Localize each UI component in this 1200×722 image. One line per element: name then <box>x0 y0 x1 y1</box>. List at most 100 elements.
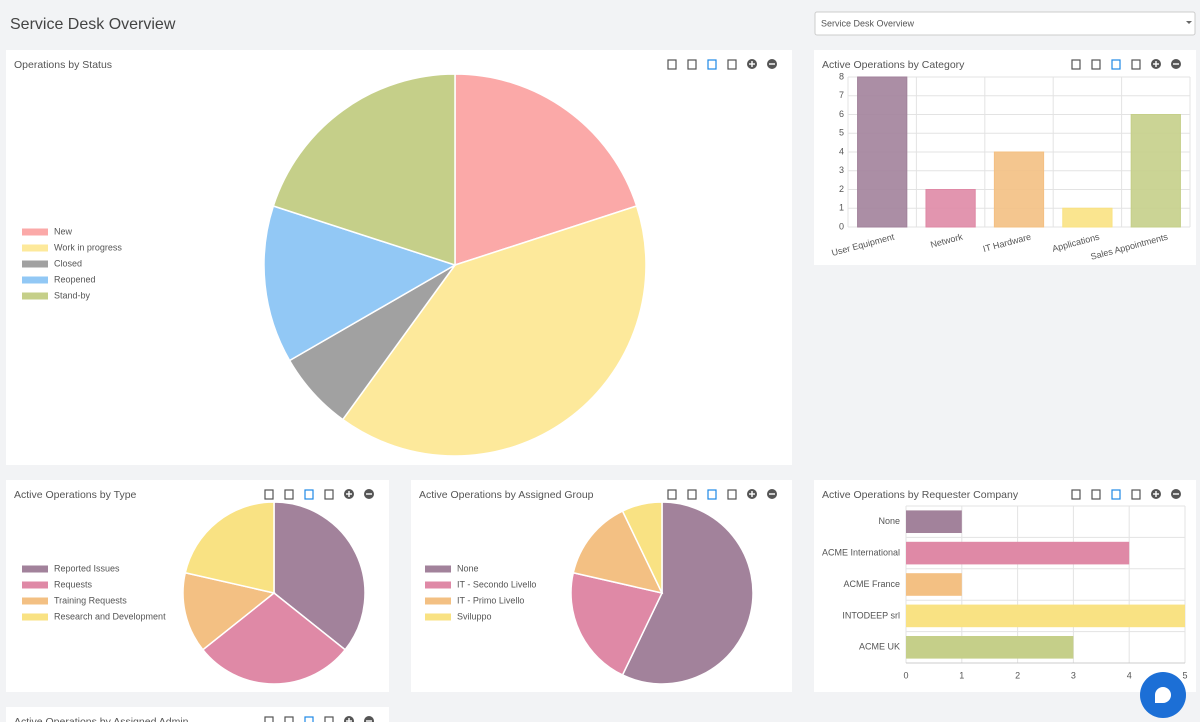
copy-icon[interactable] <box>1131 489 1141 500</box>
legend-swatch <box>425 597 451 605</box>
y-tick-label: 3 <box>839 165 844 175</box>
legend-label: Training Requests <box>54 595 127 605</box>
x-tick-label: 2 <box>1015 670 1020 680</box>
edit-icon[interactable] <box>304 489 314 500</box>
legend-label: Research and Development <box>54 611 166 621</box>
legend-label: Reported Issues <box>54 563 120 573</box>
edit-icon[interactable] <box>1111 59 1121 70</box>
copy-icon[interactable] <box>727 489 737 500</box>
legend-swatch <box>425 565 451 573</box>
widget-title: Active Operations by Assigned Admin <box>14 716 189 722</box>
legend-swatch <box>22 276 48 284</box>
expand-icon[interactable] <box>667 489 677 500</box>
legend-label: Requests <box>54 579 93 589</box>
expand-icon[interactable] <box>1071 59 1081 70</box>
edit-icon[interactable] <box>707 59 717 70</box>
pie-slice <box>184 501 275 594</box>
delete-icon[interactable] <box>284 489 294 500</box>
expand-icon[interactable] <box>264 489 274 500</box>
bar <box>857 76 908 228</box>
legend-label: Reopened <box>54 274 96 284</box>
y-tick-label: 7 <box>839 90 844 100</box>
delete-icon[interactable] <box>1091 489 1101 500</box>
pie-slice <box>341 205 647 457</box>
y-tick-label: ACME France <box>843 579 900 589</box>
pie-slice <box>273 501 366 651</box>
bar <box>993 151 1045 228</box>
legend-swatch <box>22 292 48 300</box>
widget-title: Operations by Status <box>14 59 112 71</box>
y-tick-label: 0 <box>839 221 844 231</box>
x-tick-label: 5 <box>1182 670 1187 680</box>
legend-label: Work in progress <box>54 242 122 252</box>
legend-label: New <box>54 226 73 236</box>
x-tick-label: 4 <box>1127 670 1132 680</box>
edit-icon[interactable] <box>707 489 717 500</box>
y-tick-label: ACME UK <box>859 642 900 652</box>
y-tick-label: 8 <box>839 71 844 81</box>
legend-label: Stand-by <box>54 290 91 300</box>
bar <box>906 510 962 534</box>
x-tick-label: 1 <box>959 670 964 680</box>
expand-icon[interactable] <box>1071 489 1081 500</box>
x-tick-label: 3 <box>1071 670 1076 680</box>
delete-icon[interactable] <box>687 59 697 70</box>
pie-slice <box>272 73 456 267</box>
y-tick-label: ACME International <box>822 547 900 557</box>
bar <box>906 635 1074 659</box>
x-tick-label: 0 <box>903 670 908 680</box>
expand-icon[interactable] <box>667 59 677 70</box>
bar <box>906 573 962 596</box>
legend-label: IT - Secondo Livello <box>457 579 536 589</box>
selector-text: Service Desk Overview <box>821 18 915 28</box>
legend-swatch <box>22 244 48 252</box>
edit-icon[interactable] <box>1111 489 1121 500</box>
legend-swatch <box>22 565 48 573</box>
delete-icon[interactable] <box>1091 59 1101 70</box>
widget-title: Active Operations by Type <box>14 489 137 501</box>
y-tick-label: INTODEEP srl <box>842 610 900 620</box>
legend-swatch <box>425 613 451 621</box>
legend-label: Closed <box>54 258 82 268</box>
widget-title: Active Operations by Category <box>822 59 965 71</box>
pie-slice <box>621 501 663 594</box>
bar <box>925 189 976 228</box>
y-tick-label: 5 <box>839 128 844 138</box>
page-title: Service Desk Overview <box>10 16 176 33</box>
delete-icon[interactable] <box>687 489 697 500</box>
y-tick-label: 6 <box>839 109 844 119</box>
legend-swatch <box>22 613 48 621</box>
pie-slice <box>621 501 754 685</box>
legend-swatch <box>22 581 48 589</box>
legend-label: Sviluppo <box>457 611 492 621</box>
y-tick-label: 1 <box>839 203 844 213</box>
bar <box>1062 207 1113 228</box>
copy-icon[interactable] <box>727 59 737 70</box>
legend-swatch <box>22 260 48 268</box>
legend-label: None <box>457 563 479 573</box>
copy-icon[interactable] <box>324 489 334 500</box>
bar <box>1130 114 1181 228</box>
bar <box>906 604 1185 628</box>
y-tick-label: 2 <box>839 184 844 194</box>
legend-label: IT - Primo Livello <box>457 595 524 605</box>
legend-swatch <box>22 597 48 605</box>
dashboard-selector[interactable]: Service Desk Overview <box>814 11 1196 36</box>
pie-slice <box>182 571 276 651</box>
copy-icon[interactable] <box>1131 59 1141 70</box>
y-tick-label: 4 <box>839 146 844 156</box>
legend-swatch <box>425 581 451 589</box>
selector-box[interactable] <box>814 11 1196 36</box>
bar <box>906 541 1130 565</box>
pie-slice <box>570 571 664 676</box>
legend-swatch <box>22 228 48 236</box>
selector-arrow <box>1186 21 1192 24</box>
pie-slice <box>201 592 347 685</box>
y-tick-label: None <box>878 516 900 526</box>
pie-slice <box>263 205 457 362</box>
widget-title: Active Operations by Requester Company <box>822 489 1019 501</box>
pie-slice <box>572 510 664 595</box>
pie-slice <box>454 73 638 267</box>
widget-title: Active Operations by Assigned Group <box>419 489 594 501</box>
